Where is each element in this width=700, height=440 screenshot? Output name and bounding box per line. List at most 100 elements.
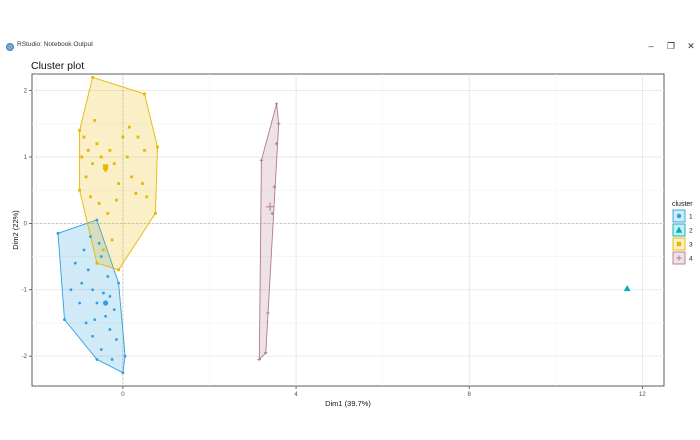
cluster-1-point <box>117 281 120 285</box>
legend-marker-2 <box>675 226 683 233</box>
cluster-1-point <box>123 354 127 358</box>
x-tick-label: 0 <box>121 392 125 398</box>
cluster-3-center <box>102 164 109 170</box>
cluster-4-point <box>277 122 281 126</box>
legend-marker-4 <box>676 255 682 261</box>
cluster-3-point <box>95 142 99 146</box>
cluster-1-point <box>115 338 118 341</box>
cluster-3-point <box>143 92 146 96</box>
cluster-1-point <box>91 288 95 292</box>
x-tick-label: 4 <box>294 392 298 398</box>
legend-marker-3 <box>676 241 682 247</box>
cluster-3-point <box>143 148 146 152</box>
cluster-1-point <box>106 275 110 278</box>
cluster-3-point <box>91 75 95 79</box>
cluster-3-point <box>156 145 159 149</box>
legend: cluster 1 2 3 4 <box>672 201 693 265</box>
maximize-button[interactable]: ❐ <box>666 41 676 51</box>
cluster-4-point <box>270 211 274 216</box>
cluster-3-point <box>112 162 116 166</box>
x-tick-label: 8 <box>468 392 472 398</box>
cluster-3-point <box>78 188 82 192</box>
window-titlebar <box>0 0 700 36</box>
cluster-hulls <box>57 76 280 374</box>
cluster-1-center <box>102 300 109 306</box>
cluster-1-point <box>95 218 99 222</box>
cluster-3-point <box>99 155 103 159</box>
legend-title: cluster <box>672 201 693 208</box>
cluster-3-point <box>108 148 112 152</box>
chart-title: Cluster plot <box>31 60 85 72</box>
cluster-1-point <box>82 248 86 252</box>
y-tick-label: -1 <box>22 288 28 294</box>
cluster-1-point <box>69 288 73 292</box>
cluster-3-point <box>104 168 107 172</box>
cluster-3-point <box>136 135 140 139</box>
cluster-4-point <box>274 102 279 106</box>
y-tick-label: 0 <box>24 221 28 227</box>
cluster-3-point <box>110 238 114 242</box>
cluster-1-point <box>102 291 105 295</box>
cluster-1-point <box>56 231 60 235</box>
cluster-1-point <box>78 301 82 305</box>
cluster-3-point <box>121 135 125 139</box>
cluster-2-point <box>623 285 631 292</box>
cluster-3-point <box>115 198 118 202</box>
close-button[interactable]: ✕ <box>687 41 695 51</box>
y-axis-title: Dim2 (22%) <box>11 210 20 250</box>
cluster-4-point <box>266 311 270 315</box>
cluster-3-point <box>125 155 129 159</box>
cluster-1-point <box>108 328 112 331</box>
y-tick-label: 1 <box>24 155 28 161</box>
cluster-3-point <box>93 119 97 122</box>
cluster-4-point <box>257 357 261 362</box>
cluster-1-point <box>121 371 125 375</box>
legend-label-2: 2 <box>689 228 693 235</box>
cluster-3-point <box>127 125 131 129</box>
cluster-4-point <box>272 185 277 189</box>
cluster-3-point <box>84 175 88 179</box>
cluster-1-point <box>95 301 99 305</box>
cluster-4-point <box>264 351 268 355</box>
cluster-1-point <box>110 358 114 361</box>
legend-label-1: 1 <box>689 214 693 221</box>
plot-panel <box>31 73 665 387</box>
cluster-3-point <box>130 175 133 179</box>
cluster-3-point <box>117 182 120 185</box>
cluster-3-point <box>78 129 82 132</box>
cluster-3-point <box>106 212 110 215</box>
y-axis-ticks: -2 -1 0 1 2 <box>22 89 32 360</box>
cluster-hull-4 <box>258 103 280 361</box>
cluster-3-point <box>86 148 90 152</box>
grid-lines <box>32 74 664 386</box>
cluster-3-point <box>82 135 86 139</box>
x-tick-label: 12 <box>639 392 646 398</box>
cluster-1-point <box>108 294 112 298</box>
cluster-3-point <box>95 261 99 265</box>
rstudio-logo-icon <box>6 43 14 51</box>
cluster-1-point <box>91 334 95 338</box>
cluster-4-point <box>274 142 279 146</box>
cluster-3-point <box>140 182 144 185</box>
cluster-3-point <box>91 162 95 166</box>
y-tick-label: -2 <box>22 354 28 360</box>
legend-marker-1 <box>676 213 682 219</box>
cluster-1-point <box>97 241 101 245</box>
cluster-1-point <box>89 235 92 239</box>
minimize-button[interactable]: – <box>648 41 654 51</box>
cluster-1-point <box>95 358 99 361</box>
x-axis-title: Dim1 (39.7%) <box>325 399 371 408</box>
cluster-3-point <box>145 195 149 199</box>
cluster-3-point <box>134 192 138 195</box>
cluster-3-point <box>97 202 101 205</box>
cluster-3-point <box>102 248 105 252</box>
cluster-points <box>56 75 631 375</box>
x-axis-ticks: 0 4 8 12 <box>121 386 646 398</box>
cluster-3-point <box>153 212 157 215</box>
legend-label-3: 3 <box>689 242 693 249</box>
y-tick-label: 2 <box>24 89 28 95</box>
cluster-1-point <box>99 255 103 258</box>
cluster-1-point <box>86 268 90 272</box>
cluster-3-point <box>117 268 120 272</box>
